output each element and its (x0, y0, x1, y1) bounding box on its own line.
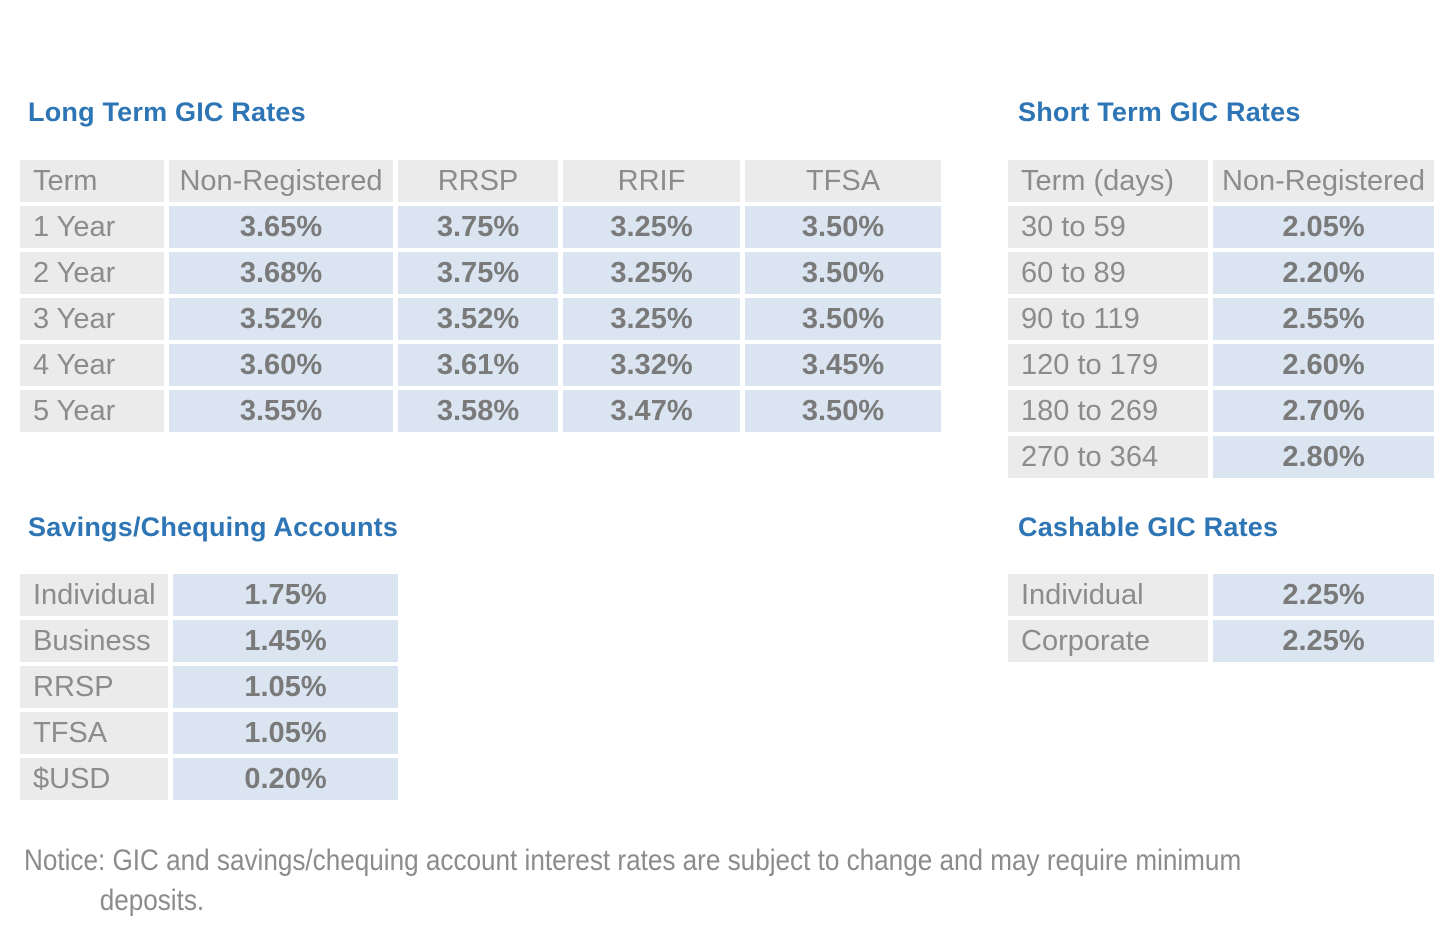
term-cell: 5 Year (20, 390, 164, 432)
rate-cell: 2.60% (1213, 344, 1434, 386)
term-cell: 2 Year (20, 252, 164, 294)
savings-chequing-accounts-title: Savings/Chequing Accounts (28, 512, 399, 542)
column-header-tfsa: TFSA (745, 160, 941, 202)
rate-cell: 2.05% (1213, 206, 1434, 248)
rate-cell: 2.55% (1213, 298, 1434, 340)
rate-cell: 3.50% (745, 298, 941, 340)
term-cell: 180 to 269 (1008, 390, 1208, 432)
notice-text: Notice: GIC and savings/chequing account… (24, 841, 1364, 921)
column-header-non-registered: Non-Registered (169, 160, 393, 202)
rate-cell: 3.58% (398, 390, 558, 432)
notice-line-2: deposits. (99, 884, 205, 917)
account-label-cell: Corporate (1008, 620, 1208, 662)
rate-cell: 3.55% (169, 390, 393, 432)
rate-cell: 3.50% (745, 252, 941, 294)
term-cell: 4 Year (20, 344, 164, 386)
short-term-gic-rates-title: Short Term GIC Rates (1018, 97, 1301, 127)
rate-cell: 3.25% (563, 252, 740, 294)
term-cell: 60 to 89 (1008, 252, 1208, 294)
rate-cell: 3.68% (169, 252, 393, 294)
account-label-cell: Individual (20, 574, 168, 616)
rate-cell: 1.75% (173, 574, 398, 616)
rate-cell: 2.25% (1213, 574, 1434, 616)
term-cell: 1 Year (20, 206, 164, 248)
rate-cell: 3.52% (169, 298, 393, 340)
savings-chequing-accounts-table: Individual 1.75% Business 1.45% RRSP 1.0… (20, 574, 398, 800)
notice-line-1: Notice: GIC and savings/chequing account… (24, 844, 1242, 877)
rate-cell: 0.20% (173, 758, 398, 800)
rate-cell: 3.47% (563, 390, 740, 432)
cashable-gic-rates-title: Cashable GIC Rates (1018, 512, 1279, 542)
rate-cell: 3.75% (398, 252, 558, 294)
short-term-gic-rates-table: Term (days) Non-Registered 30 to 59 2.05… (1008, 160, 1434, 478)
rate-cell: 3.52% (398, 298, 558, 340)
rate-cell: 3.32% (563, 344, 740, 386)
account-label-cell: Business (20, 620, 168, 662)
column-header-rrif: RRIF (563, 160, 740, 202)
rate-cell: 3.75% (398, 206, 558, 248)
account-label-cell: $USD (20, 758, 168, 800)
rate-cell: 3.50% (745, 390, 941, 432)
rate-cell: 1.45% (173, 620, 398, 662)
rate-cell: 2.25% (1213, 620, 1434, 662)
column-header-term-days: Term (days) (1008, 160, 1208, 202)
rate-cell: 3.25% (563, 298, 740, 340)
rate-cell: 2.80% (1213, 436, 1434, 478)
rate-cell: 3.50% (745, 206, 941, 248)
rate-cell: 1.05% (173, 666, 398, 708)
rate-cell: 3.25% (563, 206, 740, 248)
rate-cell: 2.70% (1213, 390, 1434, 432)
rate-cell: 3.65% (169, 206, 393, 248)
term-cell: 120 to 179 (1008, 344, 1208, 386)
cashable-gic-rates-table: Individual 2.25% Corporate 2.25% (1008, 574, 1434, 662)
rate-cell: 3.61% (398, 344, 558, 386)
term-cell: 30 to 59 (1008, 206, 1208, 248)
column-header-rrsp: RRSP (398, 160, 558, 202)
term-cell: 3 Year (20, 298, 164, 340)
account-label-cell: Individual (1008, 574, 1208, 616)
account-label-cell: RRSP (20, 666, 168, 708)
rate-cell: 3.60% (169, 344, 393, 386)
term-cell: 270 to 364 (1008, 436, 1208, 478)
rate-cell: 3.45% (745, 344, 941, 386)
rate-cell: 1.05% (173, 712, 398, 754)
long-term-gic-rates-table: Term Non-Registered RRSP RRIF TFSA 1 Yea… (20, 160, 941, 432)
rate-cell: 2.20% (1213, 252, 1434, 294)
account-label-cell: TFSA (20, 712, 168, 754)
long-term-gic-rates-title: Long Term GIC Rates (28, 97, 306, 127)
column-header-term: Term (20, 160, 164, 202)
term-cell: 90 to 119 (1008, 298, 1208, 340)
column-header-non-registered: Non-Registered (1213, 160, 1434, 202)
